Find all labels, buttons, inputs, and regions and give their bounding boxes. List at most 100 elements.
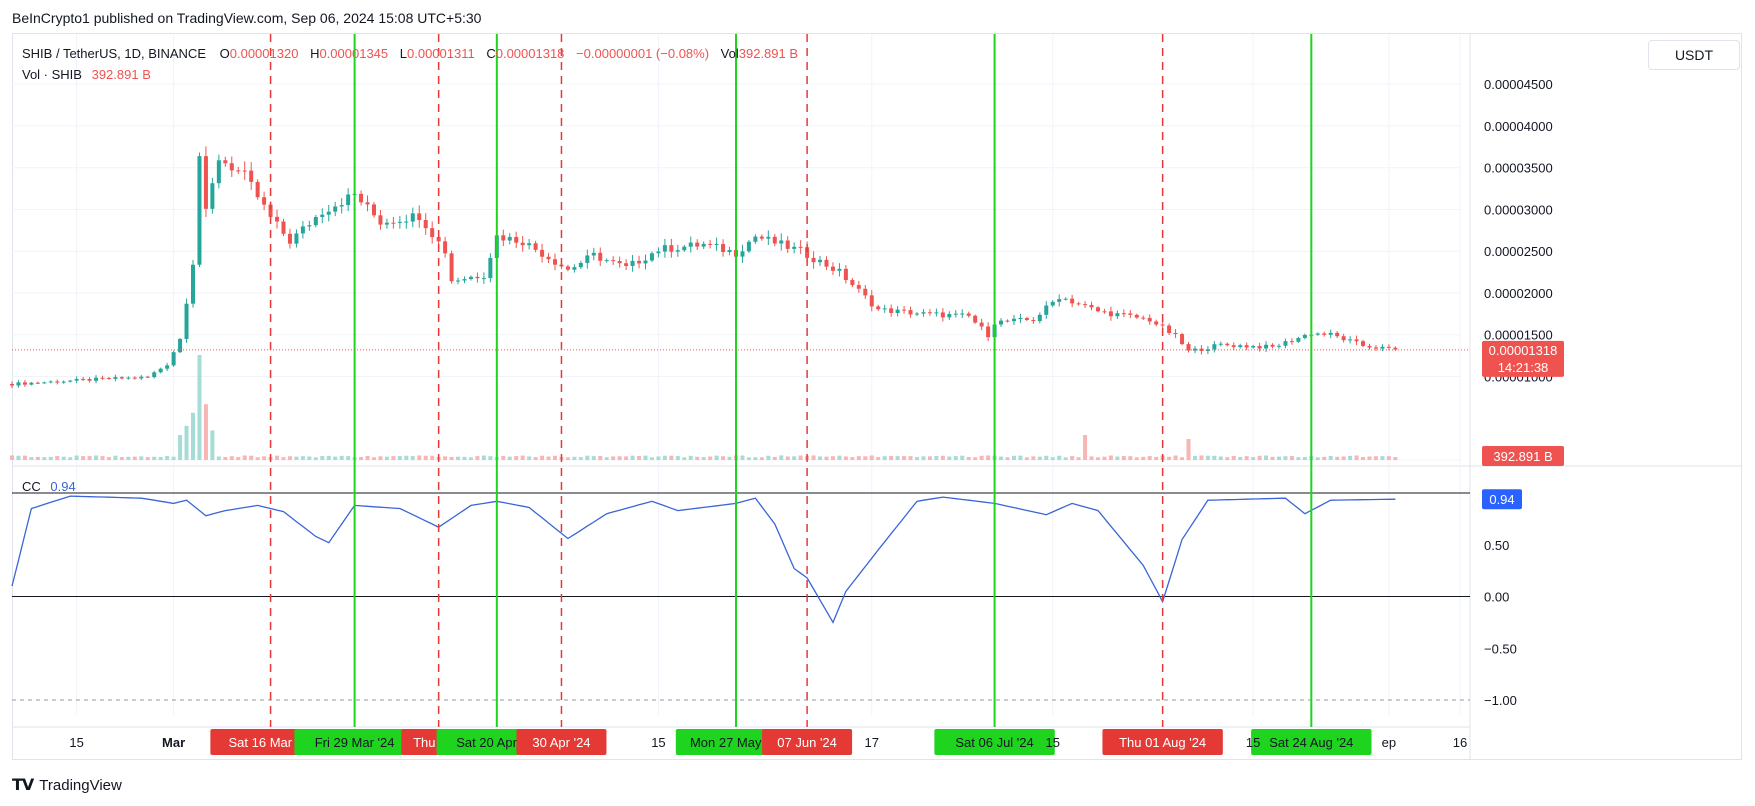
volume-bar	[591, 456, 596, 460]
cc-tick-label: 0.50	[1484, 538, 1509, 553]
legend-vol-label: Vol	[721, 46, 739, 61]
candle-body	[1335, 332, 1340, 337]
volume-bar	[171, 456, 176, 460]
currency-unit-button[interactable]: USDT	[1648, 40, 1740, 70]
price-tick-label: 0.00003500	[1484, 161, 1553, 176]
volume-bar	[139, 456, 144, 460]
candle-body	[74, 378, 79, 381]
last-price-badge	[1482, 340, 1564, 377]
event-marker-label: Sat 24 Aug '24	[1269, 735, 1353, 750]
candle-body	[1322, 333, 1327, 335]
volume-bar	[339, 455, 344, 460]
candle-body	[391, 222, 396, 224]
volume-bar	[378, 456, 383, 460]
candle-body	[708, 243, 713, 245]
candle-body	[404, 221, 409, 223]
candle-body	[572, 267, 577, 270]
candle-body	[1289, 341, 1294, 343]
candle-body	[811, 257, 816, 263]
candle-body	[210, 183, 215, 209]
volume-bar	[456, 456, 461, 460]
volume-bar	[830, 456, 835, 460]
candle-body	[1276, 345, 1282, 347]
cc-tick-label: −1.00	[1484, 693, 1517, 708]
volume-bar	[488, 456, 493, 460]
volume-bar	[326, 455, 331, 460]
volume-bar	[966, 456, 971, 460]
candle-body	[1128, 313, 1133, 315]
event-marker	[934, 729, 1055, 755]
volume-bar	[1257, 455, 1262, 460]
candle-body	[384, 222, 389, 225]
time-tick-label: 15	[651, 735, 665, 750]
volume-bar	[863, 456, 868, 460]
candle-body	[449, 253, 454, 282]
volume-bar	[876, 457, 881, 460]
volume-bar	[1044, 455, 1049, 460]
candle-body	[229, 163, 234, 171]
legend-vol-line-value: 392.891 B	[92, 67, 151, 82]
candle-body	[481, 278, 486, 280]
candle-body	[61, 381, 66, 383]
volume-bar	[262, 456, 267, 460]
volume-bar	[1121, 455, 1126, 460]
candle-body	[320, 214, 325, 217]
volume-bar	[811, 455, 816, 460]
candle-body	[42, 382, 47, 384]
volume-bar	[572, 456, 577, 460]
candle-body	[1024, 318, 1029, 320]
volume-bar	[927, 456, 932, 460]
volume-bar	[1386, 456, 1391, 460]
candle-body	[966, 313, 971, 316]
candle-body	[81, 378, 86, 380]
volume-bar	[1218, 456, 1223, 460]
candle-body	[611, 260, 616, 262]
volume-bar	[1005, 457, 1010, 460]
cc-value: 0.94	[50, 479, 75, 494]
volume-bar	[119, 457, 124, 460]
candle-body	[591, 252, 596, 256]
volume-bar	[578, 457, 583, 460]
candle-body	[863, 288, 868, 296]
candle-body	[35, 382, 40, 384]
candle-layer	[9, 146, 1398, 388]
volume-layer	[9, 355, 1398, 460]
volume-bar	[1238, 456, 1243, 460]
volume-bar	[1186, 439, 1191, 460]
candle-body	[830, 266, 835, 271]
candle-body	[158, 368, 163, 373]
legend-change: −0.00000001 (−0.08%)	[576, 46, 709, 61]
volume-bar	[1276, 456, 1282, 460]
legend-l-value: 0.00001311	[407, 46, 475, 61]
volume-bar	[1057, 455, 1062, 460]
candle-body	[100, 377, 105, 379]
cc-line	[11, 495, 1396, 624]
event-marker-label: Sat 06 Jul '24	[955, 735, 1033, 750]
candle-body	[1050, 301, 1055, 306]
volume-bar	[507, 456, 512, 460]
volume-bar	[449, 456, 454, 460]
countdown-value: 14:21:38	[1498, 360, 1549, 375]
event-marker-label: Sat 16 Mar '24	[229, 735, 313, 750]
volume-bar	[798, 455, 803, 460]
volume-bar	[223, 457, 228, 460]
candle-body	[216, 160, 221, 184]
candle-body	[1141, 317, 1146, 319]
event-marker	[1102, 729, 1223, 755]
candle-body	[1180, 334, 1185, 345]
volume-bar	[753, 457, 758, 460]
candle-body	[695, 242, 700, 247]
candle-body	[1057, 299, 1062, 302]
cc-legend: CC 0.94	[22, 479, 76, 494]
cc-tick-label: −0.50	[1484, 641, 1517, 656]
candle-body	[488, 257, 493, 279]
candle-body	[1005, 320, 1010, 322]
volume-bar	[1031, 456, 1036, 460]
chart-frame	[12, 33, 1742, 760]
candle-body	[986, 326, 991, 338]
volume-bar	[953, 456, 958, 460]
candle-body	[1167, 325, 1172, 334]
volume-bar	[1115, 456, 1120, 460]
candle-body	[9, 384, 15, 386]
